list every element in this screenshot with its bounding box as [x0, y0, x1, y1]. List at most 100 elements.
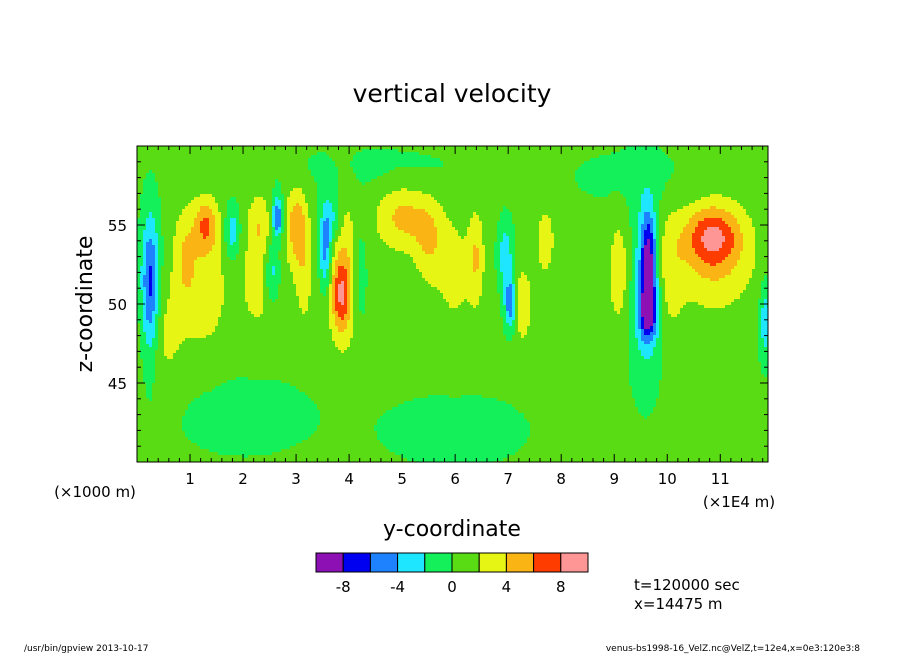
heatmap-cell [161, 302, 165, 306]
heatmap-cell [260, 152, 264, 156]
heatmap-cell [161, 428, 165, 432]
heatmap-cell [257, 257, 261, 261]
heatmap-cell [143, 416, 147, 420]
heatmap-cell [137, 341, 141, 345]
heatmap-cell [275, 392, 279, 396]
heatmap-cell [248, 440, 252, 444]
heatmap-cell [164, 419, 168, 423]
heatmap-cell [236, 236, 240, 240]
heatmap-cell [206, 182, 210, 186]
heatmap-cell [158, 278, 162, 282]
heatmap-cell [221, 335, 225, 339]
heatmap-cell [233, 275, 237, 279]
heatmap-cell [230, 401, 234, 405]
heatmap-cell [260, 149, 264, 153]
heatmap-cell [206, 443, 210, 447]
heatmap-cell [203, 167, 207, 171]
heatmap-cell [239, 272, 243, 276]
heatmap-cell [152, 383, 156, 387]
heatmap-cell [257, 317, 261, 321]
heatmap-cell [269, 254, 273, 258]
heatmap-cell [251, 335, 255, 339]
heatmap-cell [170, 365, 174, 369]
heatmap-cell [206, 302, 210, 306]
heatmap-cell [233, 260, 237, 264]
heatmap-cell [209, 251, 213, 255]
heatmap-cell [197, 185, 201, 189]
heatmap-cell [200, 146, 204, 150]
heatmap-cell [188, 395, 192, 399]
heatmap-cell [161, 350, 165, 354]
heatmap-cell [221, 440, 225, 444]
heatmap-cell [170, 299, 174, 303]
heatmap-cell [257, 428, 261, 432]
heatmap-cell [179, 455, 183, 459]
heatmap-cell [167, 278, 171, 282]
heatmap-cell [158, 410, 162, 414]
heatmap-cell [215, 413, 219, 417]
heatmap-cell [218, 218, 222, 222]
heatmap-cell [206, 197, 210, 201]
heatmap-cell [137, 392, 141, 396]
heatmap-cell [161, 458, 165, 462]
heatmap-cell [215, 314, 219, 318]
heatmap-cell [194, 293, 198, 297]
heatmap-cell [146, 437, 150, 441]
heatmap-cell [263, 359, 267, 363]
heatmap-cell [233, 344, 237, 348]
heatmap-cell [272, 335, 276, 339]
heatmap-cell [254, 206, 258, 210]
heatmap-cell [221, 332, 225, 336]
heatmap-cell [197, 449, 201, 453]
heatmap-cell [191, 338, 195, 342]
heatmap-cell [179, 365, 183, 369]
heatmap-cell [185, 452, 189, 456]
heatmap-cell [182, 335, 186, 339]
heatmap-cell [164, 164, 168, 168]
heatmap-cell [242, 347, 246, 351]
heatmap-cell [215, 398, 219, 402]
heatmap-cell [188, 410, 192, 414]
heatmap-cell [155, 275, 159, 279]
heatmap-cell [152, 329, 156, 333]
heatmap-cell [140, 338, 144, 342]
heatmap-cell [170, 242, 174, 246]
heatmap-cell [170, 257, 174, 261]
heatmap-cell [224, 206, 228, 210]
heatmap-cell [242, 248, 246, 252]
heatmap-cell [140, 152, 144, 156]
heatmap-cell [176, 194, 180, 198]
heatmap-cell [254, 386, 258, 390]
heatmap-cell [176, 239, 180, 243]
heatmap-cell [188, 440, 192, 444]
heatmap-cell [209, 368, 213, 372]
heatmap-cell [227, 443, 231, 447]
heatmap-cell [269, 197, 273, 201]
heatmap-cell [137, 305, 141, 309]
heatmap-cell [239, 449, 243, 453]
heatmap-cell [170, 152, 174, 156]
heatmap-cell [212, 224, 216, 228]
heatmap-cell [203, 395, 207, 399]
heatmap-cell [152, 353, 156, 357]
heatmap-cell [140, 314, 144, 318]
heatmap-cell [272, 371, 276, 375]
heatmap-cell [161, 212, 165, 216]
heatmap-cell [266, 203, 270, 207]
heatmap-cell [227, 344, 231, 348]
heatmap-cell [215, 458, 219, 462]
heatmap-cell [227, 161, 231, 165]
heatmap-cell [266, 167, 270, 171]
heatmap-cell [185, 221, 189, 225]
heatmap-cell [260, 230, 264, 234]
heatmap-cell [152, 179, 156, 183]
heatmap-cell [269, 410, 273, 414]
heatmap-cell [266, 350, 270, 354]
heatmap-cell [158, 161, 162, 165]
heatmap-cell [233, 185, 237, 189]
heatmap-cell [176, 152, 180, 156]
heatmap-cell [173, 224, 177, 228]
heatmap-cell [266, 221, 270, 225]
heatmap-cell [206, 227, 210, 231]
heatmap-cell [278, 164, 282, 168]
